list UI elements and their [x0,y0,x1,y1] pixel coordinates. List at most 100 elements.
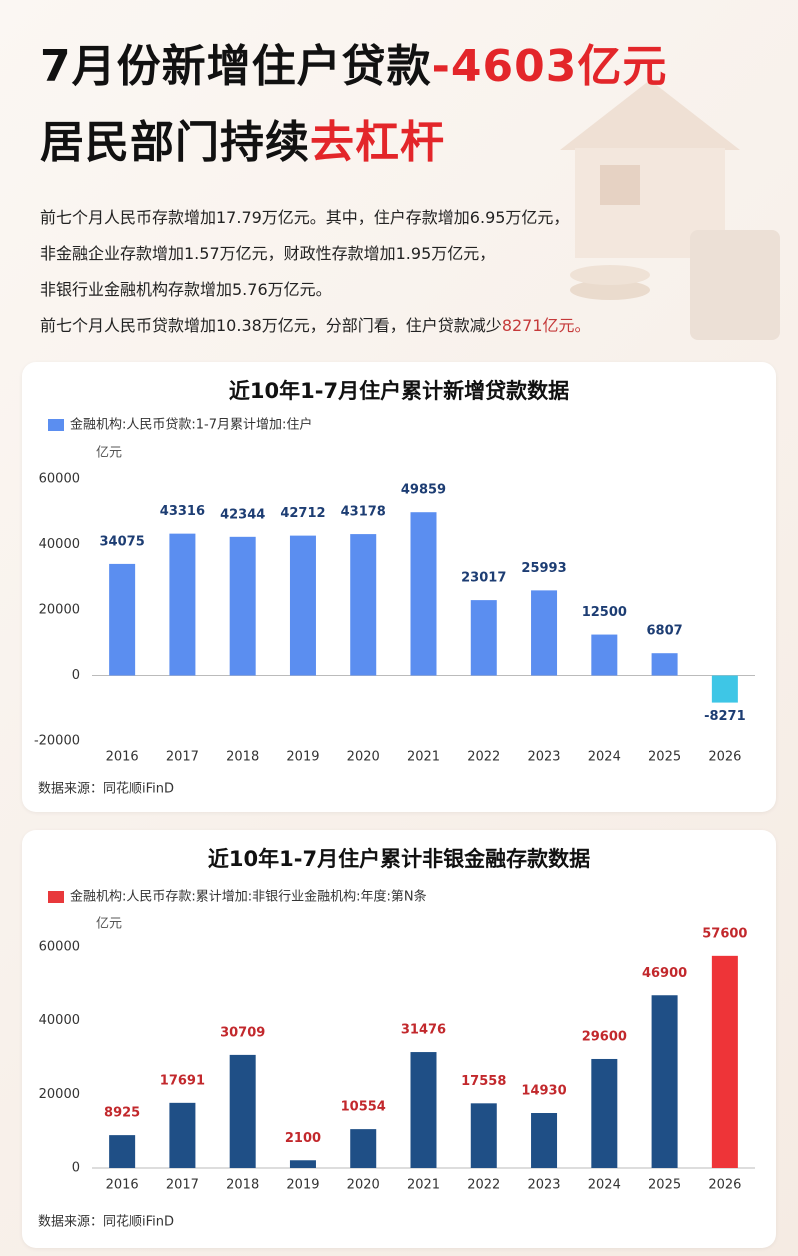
y-tick-label: 40000 [39,537,80,552]
bar [289,535,316,676]
chart-title: 近10年1-7月住户累计非银金融存款数据 [208,847,590,871]
bar [169,533,196,676]
legend-label: 金融机构:人民币贷款:1-7月累计增加:住户 [70,417,312,433]
value-label: 46900 [642,966,687,981]
title-highlight: -4603亿元 [431,41,668,92]
value-label: 30709 [220,1025,265,1040]
house-illustration [560,80,780,340]
y-tick-label: 60000 [39,472,80,487]
bar [591,1058,618,1168]
y-tick-label: 0 [72,668,80,683]
y-tick-label: 40000 [39,1013,80,1028]
bar [350,534,377,676]
x-tick-label: 2018 [226,1178,259,1193]
bar [289,1160,316,1168]
bar [470,1103,497,1168]
value-label: 31476 [401,1023,446,1038]
x-tick-label: 2026 [708,750,741,765]
bar [531,590,558,676]
bar [711,675,738,703]
x-tick-label: 2017 [166,1178,199,1193]
x-tick-label: 2016 [106,750,139,765]
value-label: 29600 [582,1029,627,1044]
y-tick-label: 0 [72,1161,80,1176]
chart-card [22,830,776,1248]
y-tick-label: 60000 [39,940,80,955]
x-tick-label: 2025 [648,750,681,765]
bar [350,1129,377,1168]
x-tick-label: 2022 [467,1178,500,1193]
x-tick-label: 2026 [708,1178,741,1193]
value-label: 42712 [280,506,325,521]
bar [711,955,738,1168]
y-tick-label: 20000 [39,1087,80,1102]
source-note: 数据来源：同花顺iFinD [38,1214,174,1230]
paragraph-highlight: 8271亿元。 [501,316,591,335]
value-label: 49859 [401,483,446,498]
x-tick-label: 2019 [286,1178,319,1193]
bar [531,1113,558,1168]
value-label: -8271 [704,709,746,724]
value-label: 6807 [646,624,682,639]
bar [470,600,497,676]
bar [410,1052,437,1168]
paragraph-line: 非金融企业存款增加1.57万亿元，财政性存款增加1.95万亿元， [40,244,496,263]
paragraph-line: 非银行业金融机构存款增加5.76万亿元。 [40,280,332,299]
bar [591,634,618,676]
legend-swatch [48,419,64,431]
paragraph-line: 前七个月人民币贷款增加10.38万亿元，分部门看，住户贷款减少8271亿元。 [40,312,591,336]
value-label: 12500 [582,605,627,620]
x-tick-label: 2025 [648,1178,681,1193]
value-label: 42344 [220,507,265,522]
x-tick-label: 2021 [407,1178,440,1193]
bar [651,653,678,676]
value-label: 2100 [285,1131,321,1146]
value-label: 43178 [341,505,386,520]
value-label: 57600 [702,926,747,941]
chart-card [22,362,776,812]
y-axis-label: 亿元 [96,917,122,932]
bar [109,1135,136,1168]
value-label: 25993 [521,561,566,576]
x-tick-label: 2018 [226,750,259,765]
paragraph-line: 前七个月人民币存款增加17.79万亿元。其中，住户存款增加6.95万亿元， [40,208,570,227]
y-axis-label: 亿元 [96,446,122,461]
value-label: 23017 [461,571,506,586]
x-tick-label: 2016 [106,1178,139,1193]
bar [651,995,678,1168]
value-label: 10554 [341,1100,386,1115]
x-tick-label: 2020 [347,1178,380,1193]
bar [169,1102,196,1168]
x-tick-label: 2024 [588,1178,621,1193]
x-tick-label: 2024 [588,750,621,765]
value-label: 43316 [160,504,205,519]
y-tick-label: 20000 [39,603,80,618]
title-line: 7月份新增住户贷款-4603亿元 [40,30,667,94]
value-label: 14930 [521,1084,566,1099]
value-label: 17558 [461,1074,506,1089]
x-tick-label: 2017 [166,750,199,765]
value-label: 8925 [104,1106,140,1121]
bar [109,563,136,676]
title-text: 7月份新增住户贷款 [40,41,432,92]
x-tick-label: 2021 [407,750,440,765]
bar [229,1054,256,1168]
paragraph-text: 前七个月人民币贷款增加10.38万亿元，分部门看，住户贷款减少 [40,316,502,335]
title-highlight: 去杠杆 [310,117,445,168]
x-tick-label: 2019 [286,750,319,765]
bar [410,512,437,676]
legend-label: 金融机构:人民币存款:累计增加:非银行业金融机构:年度:第N条 [70,889,427,905]
x-tick-label: 2020 [347,750,380,765]
chart-title: 近10年1-7月住户累计新增贷款数据 [229,379,569,403]
x-tick-label: 2022 [467,750,500,765]
value-label: 34075 [100,534,145,549]
y-tick-label: -20000 [34,734,80,749]
source-note: 数据来源：同花顺iFinD [38,781,174,797]
title-line: 居民部门持续去杠杆 [40,106,445,170]
value-label: 17691 [160,1073,205,1088]
x-tick-label: 2023 [527,1178,560,1193]
x-tick-label: 2023 [527,750,560,765]
legend-swatch [48,891,64,903]
